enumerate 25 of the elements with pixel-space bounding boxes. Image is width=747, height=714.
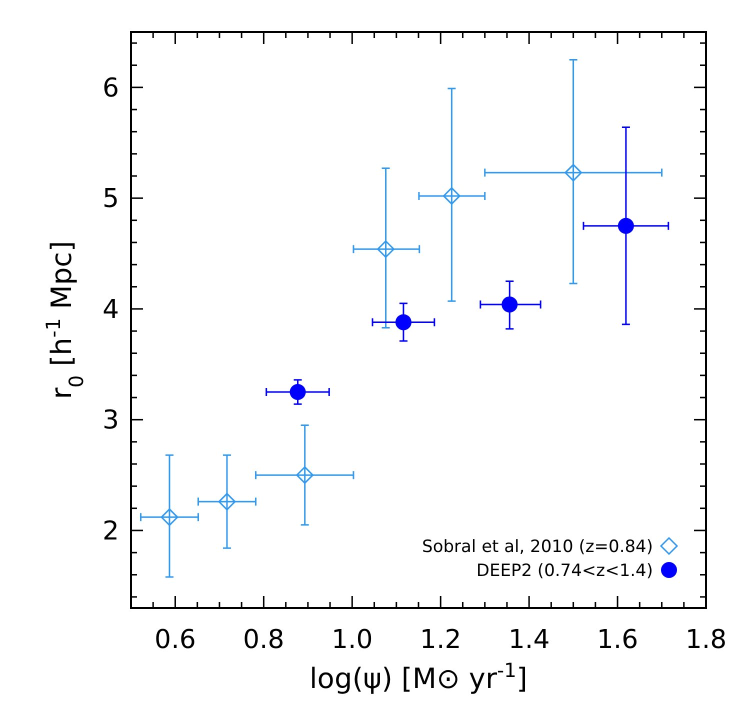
point xyxy=(395,314,412,330)
point xyxy=(296,466,314,484)
x-tick-label: 1.0 xyxy=(331,625,373,655)
x-tick-label: 1.8 xyxy=(685,625,727,655)
y-tick-label: 4 xyxy=(102,294,119,325)
y-tick-label: 6 xyxy=(102,73,119,104)
point xyxy=(290,384,306,400)
x-tick-label: 0.8 xyxy=(243,625,284,655)
point xyxy=(377,240,395,258)
y-tick-label: 5 xyxy=(102,184,119,214)
point xyxy=(564,164,582,182)
x-axis-title: log(ψ) [M⊙ yr$^{-1}$] xyxy=(310,658,528,695)
x-tick-label: 1.2 xyxy=(420,625,462,655)
x-tick-label: 0.6 xyxy=(154,625,196,655)
y-tick-label: 2 xyxy=(102,516,119,546)
point xyxy=(442,187,460,205)
x-tick-label: 1.6 xyxy=(596,625,638,655)
point xyxy=(618,218,634,234)
y-tick-label: 3 xyxy=(102,406,119,436)
point xyxy=(160,508,178,526)
legend-label: DEEP2 (0.74<z<1.4) xyxy=(476,561,653,581)
point xyxy=(502,296,518,312)
point xyxy=(218,492,236,510)
legend-label: Sobral et al, 2010 (z=0.84) xyxy=(422,537,653,557)
x-tick-label: 1.4 xyxy=(508,625,550,655)
